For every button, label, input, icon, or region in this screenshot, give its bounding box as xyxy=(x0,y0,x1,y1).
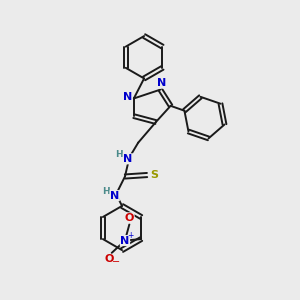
Text: N: N xyxy=(157,78,167,88)
Text: O: O xyxy=(104,254,113,264)
Text: N: N xyxy=(123,154,133,164)
Text: N: N xyxy=(120,236,130,245)
Text: N: N xyxy=(123,92,132,102)
Text: N: N xyxy=(110,190,119,201)
Text: H: H xyxy=(115,150,123,159)
Text: O: O xyxy=(125,213,134,223)
Text: H: H xyxy=(102,187,110,196)
Text: −: − xyxy=(112,257,120,267)
Text: +: + xyxy=(127,231,134,240)
Text: S: S xyxy=(150,170,158,180)
